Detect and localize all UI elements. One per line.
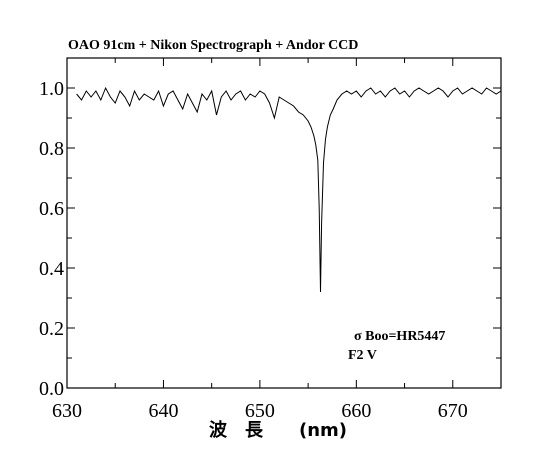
spectral-type-annotation: F2 V — [348, 348, 377, 363]
y-tick-label: 0.0 — [39, 378, 64, 400]
y-tick-label: 0.6 — [39, 198, 64, 220]
plot-frame — [66, 57, 502, 389]
axis-ticks — [66, 57, 502, 389]
x-tick-label: 670 — [438, 400, 468, 422]
spectrum-line — [76, 86, 502, 293]
axis-tick-labels: 630 640 650 660 670 0.0 0.2 0.4 0.6 0.8 1.0 — [39, 78, 468, 422]
x-axis-label: 波 長 (nm) — [209, 419, 347, 441]
x-tick-label: 640 — [148, 400, 178, 422]
chart-title: OAO 91cm + Nikon Spectrograph + Andor CC… — [68, 38, 358, 53]
x-tick-label: 650 — [245, 400, 275, 422]
y-tick-label: 0.4 — [39, 258, 64, 280]
y-tick-label: 0.2 — [39, 318, 64, 340]
y-tick-label: 1.0 — [39, 78, 64, 100]
x-tick-label: 630 — [52, 400, 82, 422]
star-name-annotation: σ Boo=HR5447 — [354, 329, 445, 344]
x-tick-label: 660 — [341, 400, 371, 422]
y-tick-label: 0.8 — [39, 138, 64, 160]
